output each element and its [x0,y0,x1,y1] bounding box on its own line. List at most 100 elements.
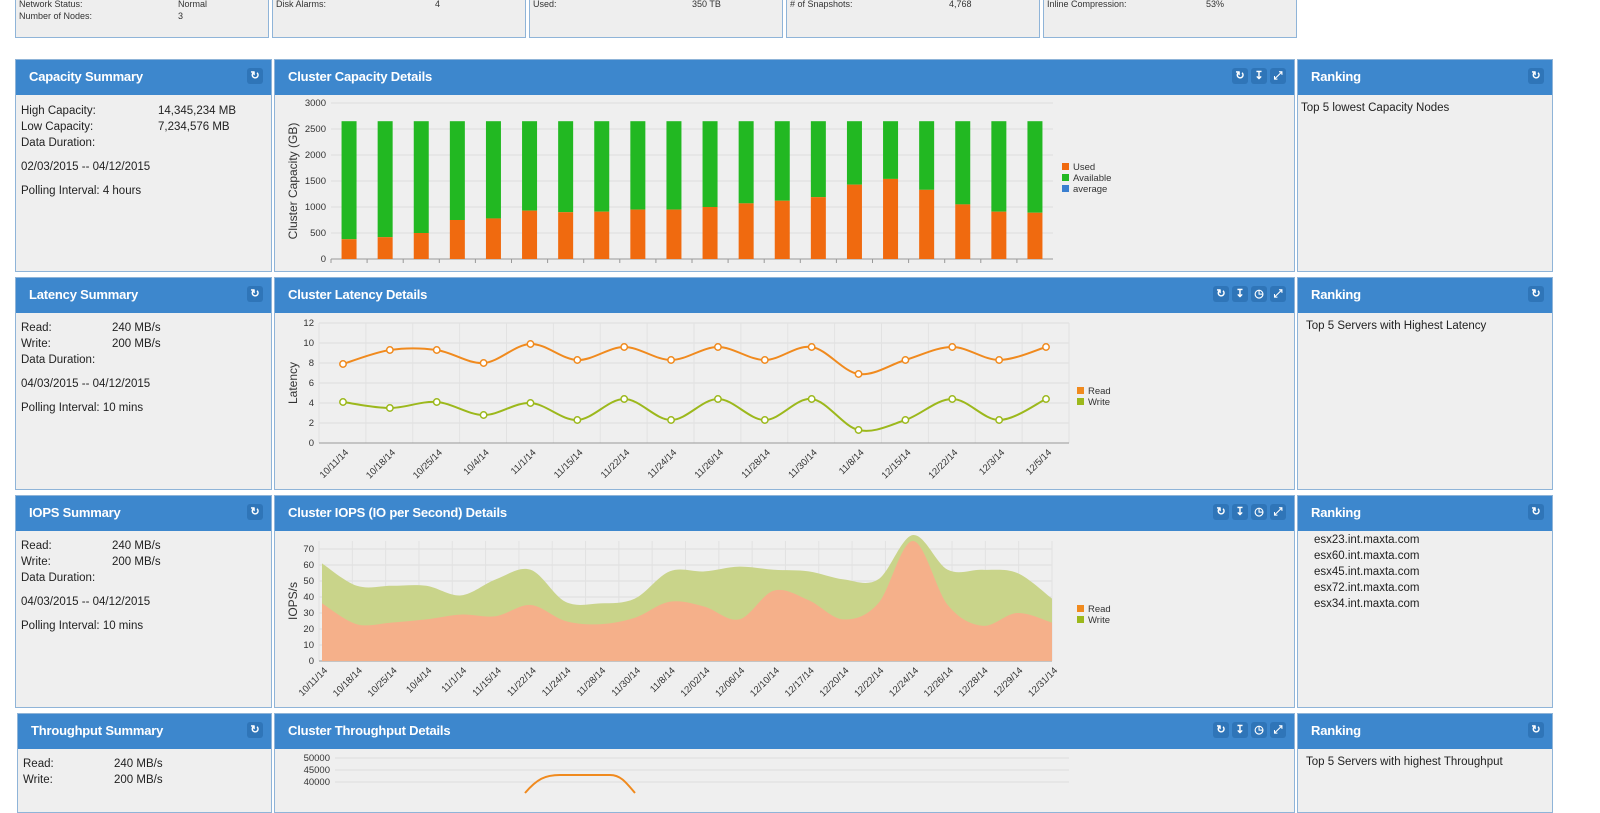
y-tick-label: 2000 [305,150,326,161]
panel-title: Latency Summary [29,287,138,302]
legend-label: Write [1088,615,1110,626]
x-tick-label: 12/26/14 [922,665,956,699]
download-icon[interactable]: ↧ [1232,286,1248,302]
y-tick-label: 0 [309,438,314,449]
data-point [479,411,488,419]
refresh-icon[interactable]: ↻ [247,504,263,520]
bar-used [738,203,754,259]
bar-available [558,121,574,213]
panel-title: Ranking [1311,69,1361,84]
series-line [524,774,636,794]
x-tick-label: 10/4/14 [462,447,492,477]
x-tick-label: 11/28/14 [575,665,608,698]
data-point [901,356,910,364]
write-label: Write: [23,774,53,786]
y-tick-label: 40000 [304,777,330,788]
refresh-icon[interactable]: ↻ [1528,504,1544,520]
bar-available [955,121,971,205]
bar-used [810,197,826,259]
top-info-card: Disk Alarms: 4 [272,0,526,38]
legend-label: Available [1073,173,1111,184]
refresh-icon[interactable]: ↻ [1232,68,1248,84]
iops-details-header: Cluster IOPS (IO per Second) Details ↻ ↧… [275,496,1294,531]
expand-icon[interactable]: ⤢ [1270,68,1286,84]
data-duration-value: 02/03/2015 -- 04/12/2015 [21,161,151,173]
refresh-icon[interactable]: ↻ [1528,722,1544,738]
expand-icon[interactable]: ⤢ [1270,286,1286,302]
panel-title: Cluster Throughput Details [288,723,451,738]
download-icon[interactable]: ↧ [1251,68,1267,84]
bar-available [883,121,899,179]
refresh-icon[interactable]: ↻ [1528,286,1544,302]
polling-interval: Polling Interval: 10 mins [21,620,144,632]
data-point [573,356,582,364]
data-point [713,395,722,403]
high-capacity-label: High Capacity: [21,105,96,117]
data-duration-value: 04/03/2015 -- 04/12/2015 [21,378,151,390]
y-tick-label: 6 [309,378,314,389]
y-tick-label: 8 [309,358,314,369]
bar-used [485,218,501,259]
throughput-details-header: Cluster Throughput Details ↻ ↧ ◷ ⤢ [275,714,1294,749]
panel-title: IOPS Summary [29,505,121,520]
data-point [667,416,676,424]
clock-icon[interactable]: ◷ [1251,286,1267,302]
data-point [713,343,722,351]
read-value: 240 MB/s [112,540,161,552]
top-info-card: Used: 350 TB [529,0,783,38]
capacity-details-header: Cluster Capacity Details ↻ ↧ ⤢ [275,60,1294,95]
refresh-icon[interactable]: ↻ [1213,286,1229,302]
download-icon[interactable]: ↧ [1232,722,1248,738]
y-tick-label: 4 [309,398,314,409]
y-tick-label: 30 [303,608,314,619]
refresh-icon[interactable]: ↻ [1213,504,1229,520]
ranking-host: esx34.int.maxta.com [1314,598,1420,610]
ranking-host: esx45.int.maxta.com [1314,566,1420,578]
refresh-icon[interactable]: ↻ [1213,722,1229,738]
x-tick-label: 12/31/14 [1026,665,1060,699]
data-point [760,356,769,364]
iops-ranking-panel: Ranking ↻ esx23.int.maxta.com esx60.int.m… [1297,495,1553,708]
download-icon[interactable]: ↧ [1232,504,1248,520]
info-value: 4 [435,0,441,9]
read-value: 240 MB/s [112,322,161,334]
y-tick-label: 50000 [304,753,330,764]
x-tick-label: 12/28/14 [957,665,991,699]
refresh-icon[interactable]: ↻ [247,286,263,302]
x-tick-label: 12/5/14 [1024,447,1054,477]
series-line [342,397,1047,432]
legend-label: Used [1073,162,1095,173]
data-point [948,395,957,403]
bar-available [413,121,429,233]
info-label: Network Status: [19,0,83,9]
bar-available [449,121,465,220]
bar-used [883,178,899,259]
bar-used [341,239,357,259]
refresh-icon[interactable]: ↻ [1528,68,1544,84]
bar-available [991,121,1007,212]
low-capacity-label: Low Capacity: [21,121,94,133]
clock-icon[interactable]: ◷ [1251,504,1267,520]
bar-available [702,121,718,207]
legend-label: Read [1088,604,1111,615]
x-tick-label: 11/8/14 [648,665,678,695]
x-tick-label: 12/20/14 [818,665,852,699]
legend-label: average [1073,184,1107,195]
y-tick-label: 2500 [305,124,326,135]
expand-icon[interactable]: ⤢ [1270,722,1286,738]
info-label: # of Snapshots: [790,0,853,9]
data-point [432,398,441,406]
bar-used [1027,212,1043,259]
read-value: 240 MB/s [114,758,163,770]
refresh-icon[interactable]: ↻ [247,722,263,738]
expand-icon[interactable]: ⤢ [1270,504,1286,520]
refresh-icon[interactable]: ↻ [247,68,263,84]
polling-interval: Polling Interval: 4 hours [21,185,142,197]
legend-label: Read [1088,386,1111,397]
throughput-details-panel: Cluster Throughput Details ↻ ↧ ◷ ⤢ 40000… [274,713,1295,813]
clock-icon[interactable]: ◷ [1251,722,1267,738]
x-tick-label: 11/1/14 [509,447,539,477]
ranking-text: Top 5 Servers with highest Throughput [1306,756,1503,768]
y-tick-label: 3000 [305,98,326,109]
y-axis-title: Latency [286,362,300,404]
